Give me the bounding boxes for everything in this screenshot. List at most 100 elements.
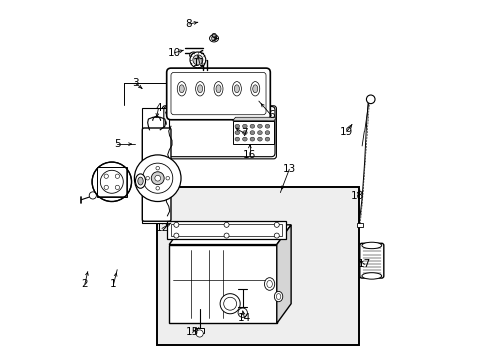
Ellipse shape [249, 131, 254, 135]
FancyBboxPatch shape [359, 243, 383, 278]
Text: 17: 17 [357, 259, 370, 269]
Circle shape [134, 155, 181, 202]
Circle shape [142, 163, 172, 193]
Circle shape [156, 186, 159, 190]
Text: 2: 2 [81, 279, 88, 289]
Ellipse shape [177, 82, 186, 96]
Text: 11: 11 [193, 58, 206, 68]
Ellipse shape [191, 53, 196, 57]
Text: 19: 19 [339, 127, 353, 136]
Circle shape [165, 176, 169, 180]
Circle shape [220, 294, 240, 314]
Circle shape [174, 222, 179, 227]
Polygon shape [169, 225, 290, 244]
Circle shape [274, 222, 279, 227]
Ellipse shape [266, 280, 272, 288]
Circle shape [155, 175, 160, 181]
Ellipse shape [264, 137, 269, 141]
Text: 1: 1 [110, 279, 117, 289]
Ellipse shape [257, 131, 262, 135]
Polygon shape [232, 117, 276, 121]
Text: 6: 6 [267, 111, 274, 121]
Bar [169, 244, 276, 323]
Ellipse shape [209, 35, 218, 42]
Ellipse shape [361, 242, 381, 249]
Circle shape [196, 330, 203, 337]
Circle shape [115, 174, 119, 178]
Circle shape [100, 170, 123, 193]
Circle shape [192, 55, 203, 65]
Circle shape [190, 52, 205, 68]
Circle shape [104, 185, 108, 189]
Ellipse shape [242, 124, 247, 128]
Bar [195, 328, 204, 333]
Circle shape [224, 233, 228, 238]
Bar [142, 108, 169, 223]
Circle shape [174, 233, 179, 238]
Ellipse shape [211, 36, 216, 41]
Ellipse shape [189, 52, 197, 58]
Text: 9: 9 [210, 33, 217, 43]
Ellipse shape [232, 82, 241, 96]
Ellipse shape [276, 294, 280, 300]
Text: 16: 16 [243, 150, 256, 160]
Ellipse shape [257, 137, 262, 141]
Bar [97, 167, 126, 196]
Circle shape [366, 95, 374, 104]
FancyBboxPatch shape [171, 72, 265, 115]
Ellipse shape [242, 137, 247, 141]
FancyBboxPatch shape [166, 68, 270, 120]
Ellipse shape [214, 82, 223, 96]
Ellipse shape [235, 131, 239, 135]
Circle shape [238, 308, 247, 318]
Ellipse shape [235, 137, 239, 141]
Ellipse shape [274, 291, 282, 302]
Text: 4: 4 [155, 103, 162, 113]
Bar [167, 221, 285, 239]
Text: 8: 8 [185, 19, 192, 29]
Ellipse shape [195, 82, 204, 96]
Ellipse shape [264, 278, 274, 290]
Text: 3: 3 [132, 78, 138, 88]
Circle shape [104, 174, 108, 178]
Bar [171, 224, 282, 236]
Ellipse shape [249, 124, 254, 128]
Bar [232, 121, 273, 144]
Ellipse shape [197, 85, 202, 93]
Text: 5: 5 [114, 139, 120, 149]
FancyBboxPatch shape [162, 106, 276, 159]
Polygon shape [276, 225, 290, 323]
Ellipse shape [249, 137, 254, 141]
Circle shape [224, 222, 228, 227]
Text: 14: 14 [237, 313, 251, 323]
Text: 13: 13 [282, 164, 295, 174]
Circle shape [151, 172, 164, 185]
Ellipse shape [250, 82, 259, 96]
Ellipse shape [135, 174, 145, 188]
Text: 12: 12 [155, 224, 168, 233]
Circle shape [156, 166, 159, 170]
FancyBboxPatch shape [142, 128, 171, 221]
Text: 7: 7 [241, 129, 247, 138]
Ellipse shape [264, 131, 269, 135]
Bar [357, 223, 363, 227]
Ellipse shape [257, 124, 262, 128]
Circle shape [274, 233, 279, 238]
Circle shape [92, 162, 131, 202]
Ellipse shape [264, 124, 269, 128]
Ellipse shape [216, 85, 221, 93]
Ellipse shape [252, 85, 257, 93]
Text: 18: 18 [350, 191, 364, 201]
Bar [156, 187, 359, 345]
Ellipse shape [361, 273, 381, 279]
Text: 15: 15 [185, 327, 199, 337]
Ellipse shape [242, 131, 247, 135]
Ellipse shape [138, 177, 143, 185]
Circle shape [115, 185, 119, 189]
Bar [97, 167, 126, 197]
Circle shape [145, 176, 149, 180]
Circle shape [223, 297, 236, 310]
Ellipse shape [235, 124, 239, 128]
Text: 10: 10 [168, 48, 181, 58]
Ellipse shape [179, 85, 184, 93]
